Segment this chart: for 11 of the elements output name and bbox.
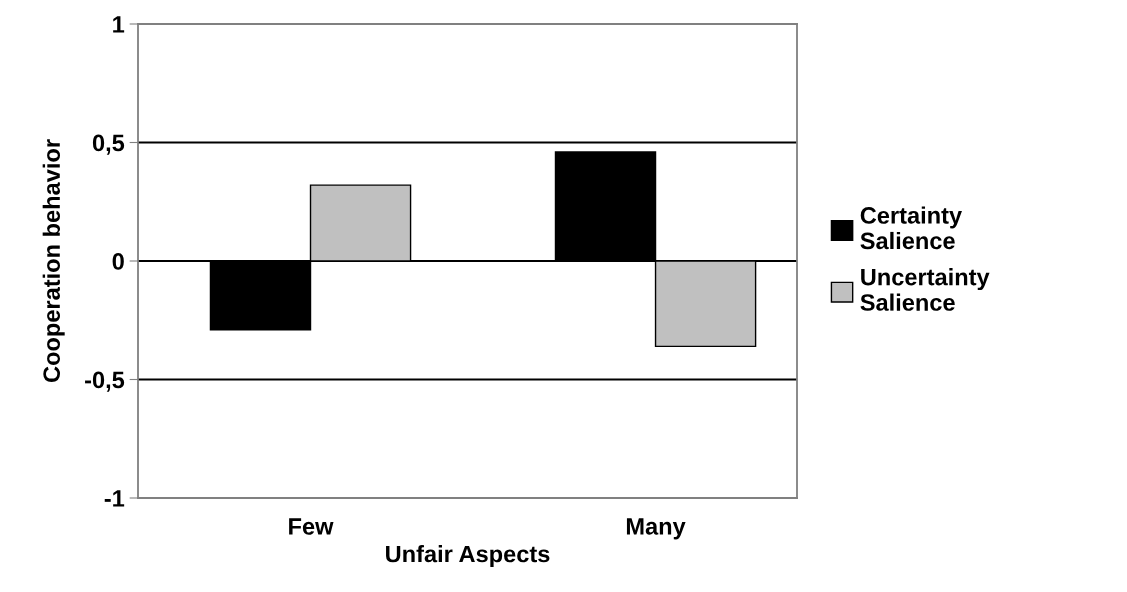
y-tick-label: 0,5 [92, 134, 125, 155]
y-tick-label: 1 [113, 16, 125, 33]
x-tick-label: Many [626, 518, 686, 540]
x-tick-label: Few [289, 518, 334, 535]
y-tick-label: -0,5 [85, 371, 125, 392]
y-axis-title: Cooperation behavior [42, 139, 65, 383]
legend-label: Uncertainty Salience [860, 268, 990, 311]
x-axis-title: Unfair Aspects [386, 545, 550, 568]
y-tick-label: 0 [112, 253, 124, 270]
y-tick-label: -1 [104, 490, 125, 507]
legend-label: Certainty Salience [860, 206, 962, 250]
